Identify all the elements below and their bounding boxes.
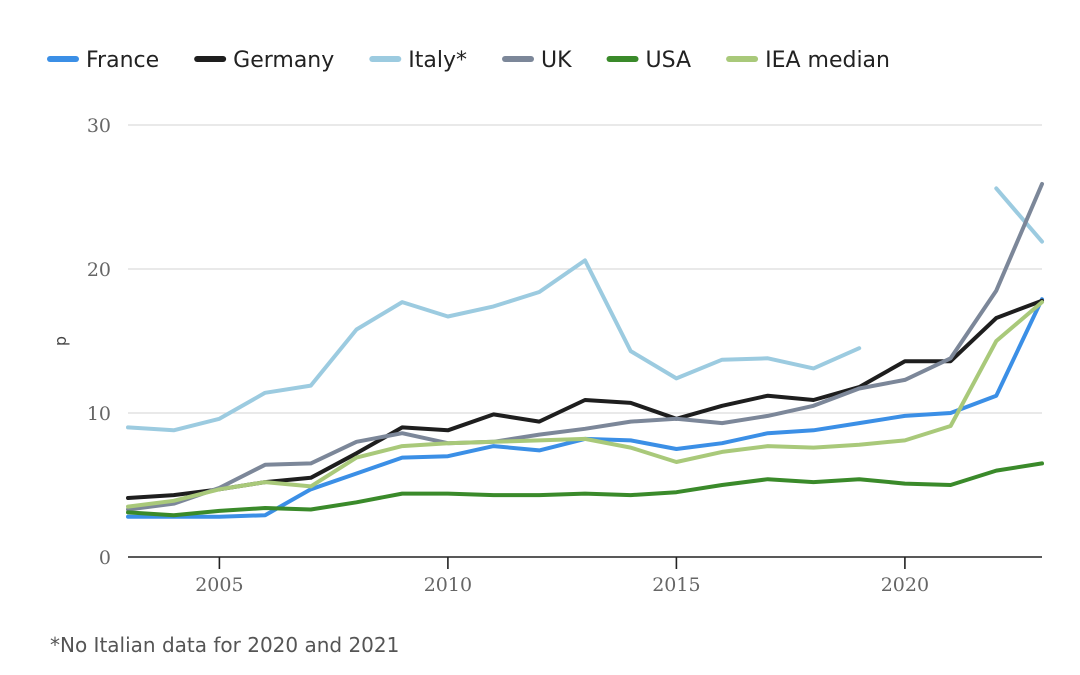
y-tick-label: 10 — [87, 403, 111, 425]
series-lines — [126, 182, 1044, 519]
legend-label: Germany — [233, 48, 334, 73]
legend-item-uk: UK — [502, 48, 572, 73]
legend-item-iea-median: IEA median — [726, 48, 890, 73]
x-tick-label: 2005 — [195, 574, 243, 596]
series-line-germany — [126, 298, 1044, 500]
legend-label: USA — [646, 48, 692, 73]
legend-item-italy: Italy* — [369, 48, 467, 73]
y-axis-label: p — [51, 336, 70, 346]
legend-label: UK — [541, 48, 572, 73]
legend-item-france: France — [47, 48, 159, 73]
footnote: *No Italian data for 2020 and 2021 — [50, 633, 399, 657]
x-tick-label: 2010 — [424, 574, 472, 596]
legend-label: IEA median — [765, 48, 890, 73]
legend-label: Italy* — [408, 48, 467, 73]
series-line-iea-median — [126, 300, 1044, 509]
x-axis-ticks: 2005 2010 2015 2020 — [195, 557, 929, 596]
legend-item-germany: Germany — [194, 48, 334, 73]
series-line-uk — [126, 182, 1044, 512]
series-line-italy-part-1 — [126, 258, 862, 433]
series-line-italy-part-2 — [994, 186, 1044, 244]
y-axis-ticks: 0 10 20 30 — [87, 115, 111, 569]
legend: France Germany Italy* UK USA IEA median — [47, 48, 890, 73]
legend-label: France — [86, 48, 159, 73]
series-line-usa — [126, 461, 1044, 518]
x-tick-label: 2015 — [652, 574, 700, 596]
x-tick-label: 2020 — [881, 574, 929, 596]
gridlines — [128, 124, 1042, 414]
y-tick-label: 30 — [87, 115, 111, 137]
y-tick-label: 20 — [87, 259, 111, 281]
y-tick-label: 0 — [99, 547, 111, 569]
legend-item-usa: USA — [606, 48, 692, 73]
